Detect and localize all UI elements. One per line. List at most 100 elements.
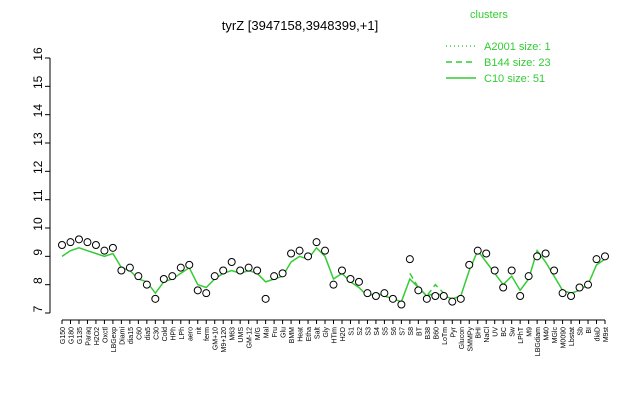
point [456, 294, 465, 303]
y-tick-label: 10 [31, 217, 45, 231]
x-tick-label: C60 [136, 327, 143, 340]
x-tick-label: LBGdiam [535, 327, 542, 356]
point [244, 263, 253, 272]
x-tick-label: GM+10 [213, 327, 220, 350]
x-tick-label: Sb [578, 327, 585, 336]
point [329, 280, 338, 289]
x-tick-label: BHI [476, 327, 483, 339]
point [448, 297, 457, 306]
legend-label: A2001 size: 1 [484, 41, 551, 53]
y-tick-label: 12 [31, 160, 45, 174]
point [558, 289, 567, 298]
x-tick-label: HPh [170, 327, 177, 341]
x-tick-label: HTim [332, 327, 339, 344]
x-tick-label: LPhT [518, 326, 525, 343]
x-tick-label: LoTm [442, 327, 449, 345]
point [74, 235, 83, 244]
point [507, 266, 516, 275]
point [193, 286, 202, 295]
x-tick-label: S1 [348, 327, 355, 336]
point [524, 272, 533, 281]
x-tick-label: S2 [357, 327, 364, 336]
point [337, 266, 346, 275]
point [321, 246, 330, 255]
point [227, 258, 236, 266]
point [533, 252, 542, 261]
point [176, 263, 185, 272]
point [465, 260, 474, 269]
point [261, 294, 270, 303]
y-tick-label: 7 [31, 305, 45, 312]
x-tick-label: G150 [60, 327, 67, 344]
x-tick-label: BI [586, 327, 593, 334]
point [482, 249, 491, 258]
x-tick-label: Mal [264, 327, 271, 339]
x-tick-label: UV [493, 327, 500, 337]
point [405, 255, 414, 264]
x-tick-label: B60 [433, 327, 440, 340]
x-tick-label: S7 [399, 327, 406, 336]
x-tick-label: Glu [281, 327, 288, 338]
point [490, 266, 499, 275]
y-tick-label: 11 [31, 189, 45, 202]
x-tick-label: dia5 [145, 327, 152, 340]
x-tick-label: diaD [595, 327, 602, 341]
point [278, 269, 287, 278]
point [270, 272, 279, 281]
series-line [61, 246, 606, 303]
x-tick-label: Oxctl [102, 327, 109, 343]
point [108, 243, 117, 252]
x-tick-label: S8 [408, 327, 415, 336]
x-tick-label: ferm [204, 327, 211, 341]
y-tick-label: 14 [31, 104, 45, 118]
x-tick-label: LPh [179, 327, 186, 340]
legend-label: C10 size: 51 [484, 73, 545, 85]
point [168, 272, 177, 281]
x-tick-label: Heat [298, 327, 305, 342]
x-tick-label: BC [501, 327, 508, 337]
point [397, 300, 406, 309]
point [151, 294, 160, 303]
legend-label: B144 size: 23 [484, 57, 551, 69]
point [100, 246, 109, 255]
y-tick-label: 9 [31, 249, 45, 256]
point [592, 255, 601, 264]
point [601, 252, 609, 261]
x-tick-label: Cold [162, 327, 169, 342]
y-tick-label: 8 [31, 277, 45, 284]
point [253, 266, 262, 275]
point [516, 292, 525, 300]
point [185, 260, 194, 269]
point [473, 246, 482, 255]
point [66, 238, 75, 247]
point [363, 289, 372, 298]
x-tick-label: BT [416, 326, 423, 336]
chart-title: tyrZ [3947158,3948399,+1] [222, 18, 378, 33]
x-tick-label: M9st [603, 327, 610, 342]
point [541, 249, 550, 258]
point [346, 275, 355, 283]
point [567, 292, 576, 300]
x-tick-label: M0090 [561, 327, 568, 349]
x-tick-label: aero [187, 327, 194, 341]
point [354, 277, 363, 286]
x-tick-label: G135 [77, 327, 84, 344]
point [58, 241, 66, 249]
x-tick-label: H2O2 [94, 327, 101, 345]
point [159, 275, 168, 283]
point [584, 280, 593, 289]
point [499, 283, 508, 292]
point [287, 249, 296, 258]
x-tick-label: M/G [255, 327, 262, 340]
point [219, 266, 228, 275]
x-tick-label: H2O [340, 326, 347, 341]
x-tick-label: Pyr [450, 326, 457, 337]
x-tick-label: dia15 [128, 327, 135, 344]
x-tick-label: LBGexp [111, 327, 118, 352]
y-tick-label: 15 [31, 75, 45, 89]
point [295, 246, 304, 255]
x-tick-label: G180 [68, 327, 75, 344]
x-tick-label: BMM [289, 327, 296, 344]
y-tick-label: 13 [31, 132, 45, 146]
